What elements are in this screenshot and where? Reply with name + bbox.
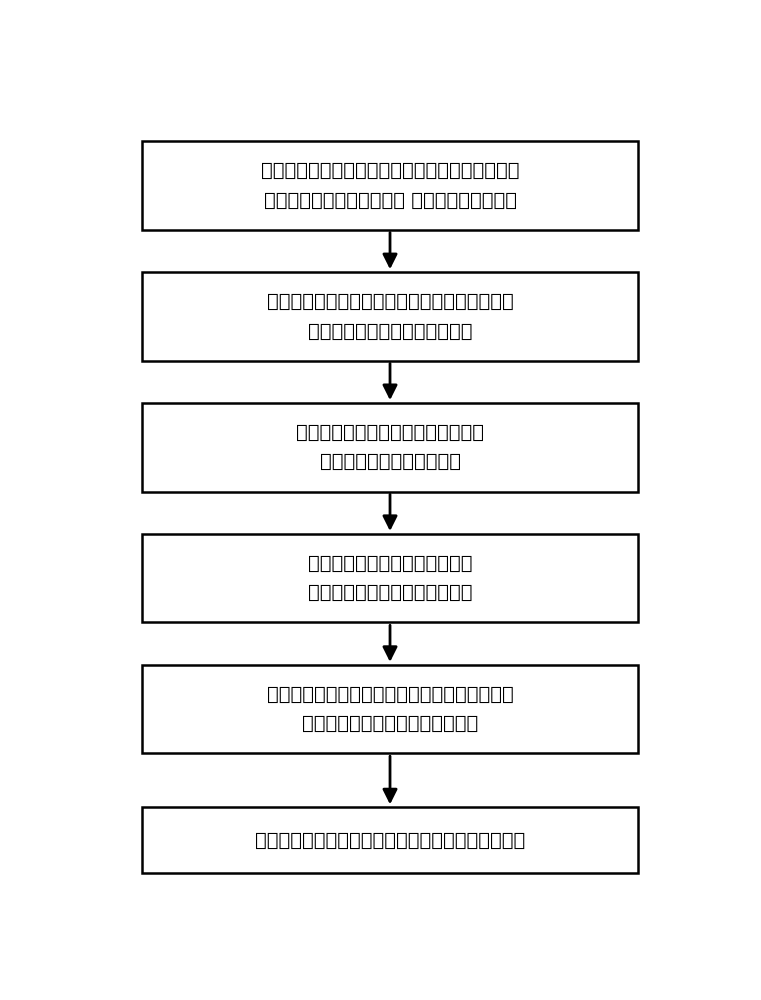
FancyBboxPatch shape — [142, 665, 638, 753]
Text: 下各地层的岩性、厚度及空 间组合沉积结构特征: 下各地层的岩性、厚度及空 间组合沉积结构特征 — [263, 191, 517, 210]
Text: 第四系下部地层的沉积特征，绘制出第四系下部: 第四系下部地层的沉积特征，绘制出第四系下部 — [266, 292, 514, 311]
Text: 再进行地层厚度原则划分，按地: 再进行地层厚度原则划分，按地 — [307, 554, 473, 573]
Text: 松散地层的组合沉积空间分布图: 松散地层的组合沉积空间分布图 — [307, 321, 473, 340]
Text: 空间分布图的地层进行整合: 空间分布图的地层进行整合 — [320, 452, 460, 471]
Text: 按照地层岩性划分原则，对所绘制的: 按照地层岩性划分原则，对所绘制的 — [296, 423, 484, 442]
FancyBboxPatch shape — [142, 272, 638, 361]
FancyBboxPatch shape — [142, 403, 638, 492]
FancyBboxPatch shape — [142, 807, 638, 873]
Text: 得出第四系下部松散地层各亚分层划分结果，对: 得出第四系下部松散地层各亚分层划分结果，对 — [266, 685, 514, 704]
Text: 第四系松散地层各亚分层进行命名: 第四系松散地层各亚分层进行命名 — [302, 714, 478, 733]
Text: 建立出第四系下部松散地层亚分层沉积组合结构模型: 建立出第四系下部松散地层亚分层沉积组合结构模型 — [255, 830, 525, 849]
Text: 层厚度从薄到厚的顺序依次划分: 层厚度从薄到厚的顺序依次划分 — [307, 583, 473, 602]
Text: 根据钻孔资料，确定自第四系下部松散层顶界面以: 根据钻孔资料，确定自第四系下部松散层顶界面以 — [261, 161, 519, 180]
FancyBboxPatch shape — [142, 141, 638, 230]
FancyBboxPatch shape — [142, 534, 638, 622]
